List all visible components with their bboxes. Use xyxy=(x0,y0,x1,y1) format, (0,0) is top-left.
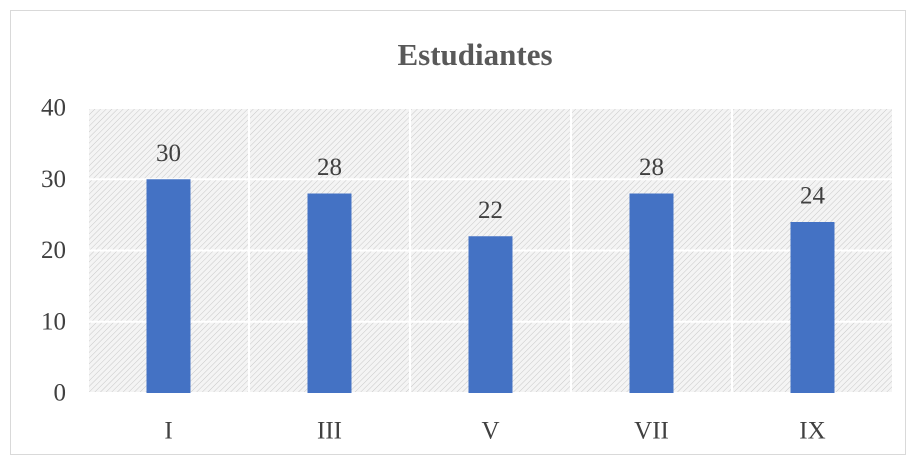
data-label: 22 xyxy=(478,197,503,224)
data-label: 28 xyxy=(639,154,664,181)
y-tick-label: 20 xyxy=(41,237,66,264)
bar xyxy=(468,236,513,393)
x-tick-label: V xyxy=(481,418,499,445)
y-tick-label: 10 xyxy=(41,308,66,335)
x-tick-label: III xyxy=(317,418,342,445)
bar xyxy=(629,193,674,393)
y-tick-label: 0 xyxy=(54,380,67,407)
chart-title: Estudiantes xyxy=(397,37,552,72)
bar xyxy=(790,222,835,393)
bar xyxy=(146,179,191,393)
data-label: 30 xyxy=(156,140,181,167)
x-tick-label: VII xyxy=(634,418,669,445)
x-tick-label: IX xyxy=(799,418,825,445)
data-label: 28 xyxy=(317,154,342,181)
x-tick-label: I xyxy=(164,418,172,445)
data-label: 24 xyxy=(800,183,826,210)
bar xyxy=(307,193,352,393)
y-tick-label: 40 xyxy=(41,95,66,122)
y-tick-label: 30 xyxy=(41,166,66,193)
